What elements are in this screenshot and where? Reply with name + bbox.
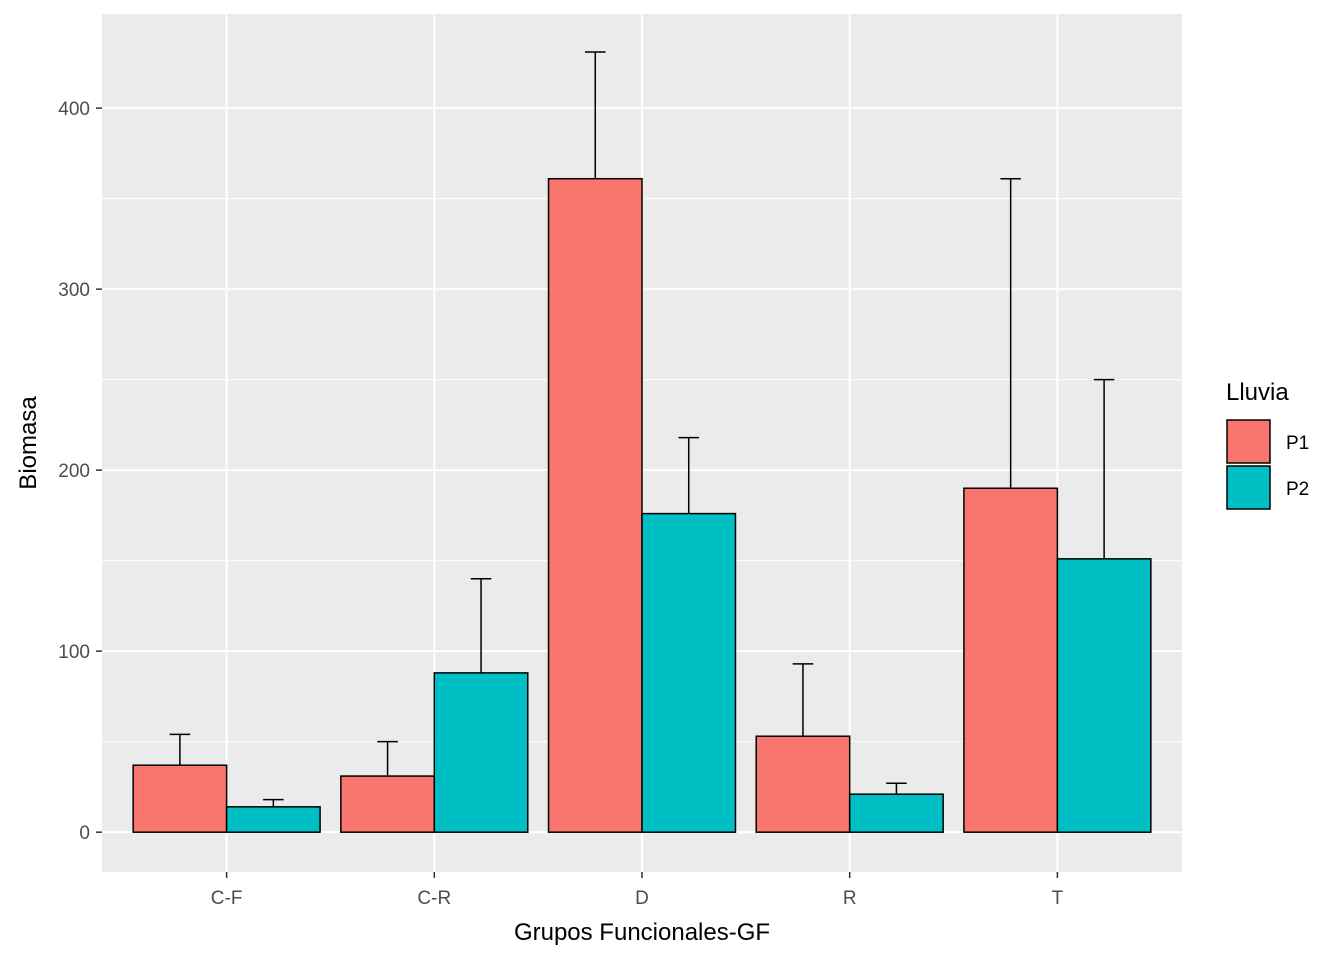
legend-label-P2: P2 xyxy=(1286,479,1309,500)
x-tick-label: T xyxy=(1052,888,1064,909)
y-tick-label: 0 xyxy=(79,823,90,844)
bar-P2-R xyxy=(848,793,944,833)
y-tick-label: 400 xyxy=(58,99,90,120)
x-tick-label: C-F xyxy=(211,888,243,909)
bar-P2-T xyxy=(1056,558,1152,833)
y-tick-label: 300 xyxy=(58,280,90,301)
x-tick-label: C-R xyxy=(417,888,451,909)
bar-P1-T xyxy=(963,487,1059,833)
x-tick-label: D xyxy=(635,888,649,909)
bar-P1-D xyxy=(547,177,643,833)
legend-key-P2 xyxy=(1226,465,1271,510)
bar-P1-R xyxy=(755,735,851,833)
y-tick-label: 100 xyxy=(58,642,90,663)
bar-P1-C-F xyxy=(132,764,228,833)
bar-P2-C-F xyxy=(225,806,321,833)
x-axis-title: Grupos Funcionales-GF xyxy=(514,919,770,946)
y-axis: 0 100 200 300 400 xyxy=(58,99,102,844)
error-bars xyxy=(169,51,1115,807)
legend-title: Lluvia xyxy=(1226,379,1289,406)
legend-key-P1 xyxy=(1226,419,1271,464)
legend-label-P1: P1 xyxy=(1286,433,1309,454)
bars xyxy=(132,177,1152,833)
bar-P2-C-R xyxy=(433,672,529,833)
y-axis-title: Biomasa xyxy=(15,396,42,490)
x-tick-label: R xyxy=(843,888,857,909)
legend: Lluvia P1 P2 xyxy=(1226,379,1309,510)
bar-P2-D xyxy=(641,512,737,833)
y-tick-label: 200 xyxy=(58,461,90,482)
x-axis: C-F C-R D R T xyxy=(211,872,1064,909)
bar-P1-C-R xyxy=(340,775,436,833)
